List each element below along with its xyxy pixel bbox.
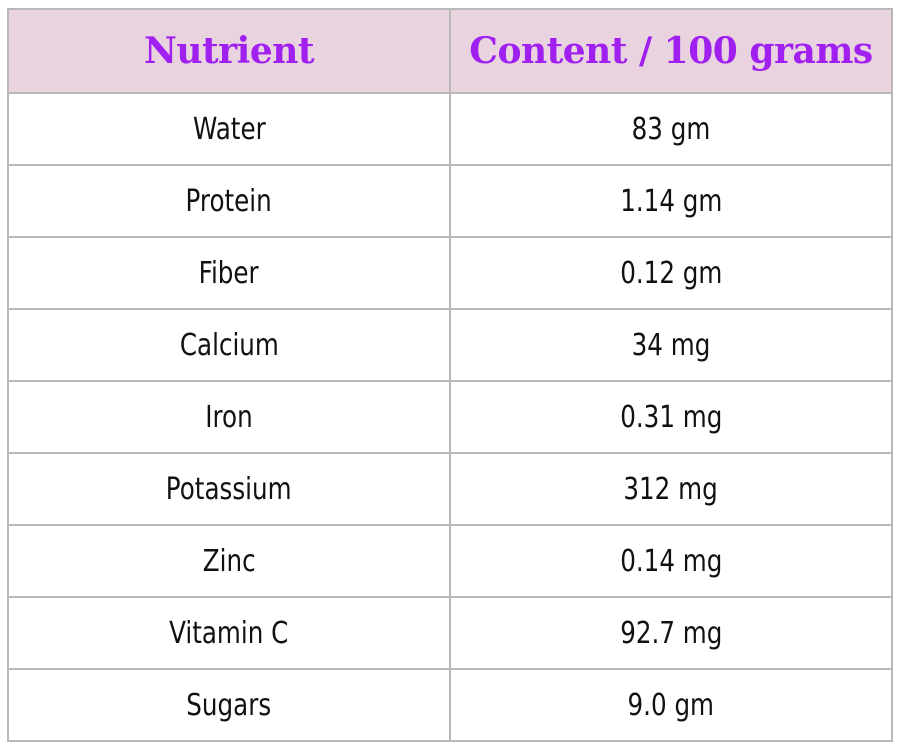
content-value: 1.14 gm bbox=[619, 183, 723, 219]
nutrient-cell: Fiber bbox=[7, 236, 451, 310]
nutrient-name: Zinc bbox=[202, 543, 256, 579]
nutrient-cell: Iron bbox=[7, 380, 451, 454]
nutrient-cell: Water bbox=[7, 92, 451, 166]
content-cell: 312 mg bbox=[449, 452, 893, 526]
nutrient-name: Protein bbox=[185, 183, 273, 219]
content-cell: 34 mg bbox=[449, 308, 893, 382]
nutrient-name: Vitamin C bbox=[169, 615, 289, 651]
nutrient-cell: Protein bbox=[7, 164, 451, 238]
nutrition-table: Nutrient Content / 100 grams Water 83 gm… bbox=[7, 8, 893, 742]
content-value: 34 mg bbox=[631, 327, 711, 363]
table-row: Water 83 gm bbox=[7, 92, 893, 166]
table-row: Protein 1.14 gm bbox=[7, 164, 893, 238]
table-row: Vitamin C 92.7 mg bbox=[7, 596, 893, 670]
nutrient-name: Fiber bbox=[198, 255, 260, 291]
nutrient-name: Iron bbox=[205, 399, 253, 435]
content-cell: 1.14 gm bbox=[449, 164, 893, 238]
content-value: 0.31 mg bbox=[619, 399, 723, 435]
content-value: 92.7 mg bbox=[619, 615, 723, 651]
content-cell: 0.31 mg bbox=[449, 380, 893, 454]
content-value: 9.0 gm bbox=[627, 687, 715, 723]
content-cell: 83 gm bbox=[449, 92, 893, 166]
table-row: Calcium 34 mg bbox=[7, 308, 893, 382]
table-body: Water 83 gm Protein 1.14 gm Fiber 0.12 g… bbox=[7, 92, 893, 742]
table-row: Sugars 9.0 gm bbox=[7, 668, 893, 742]
table-row: Potassium 312 mg bbox=[7, 452, 893, 526]
table-row: Fiber 0.12 gm bbox=[7, 236, 893, 310]
nutrient-name: Water bbox=[192, 111, 266, 147]
nutrient-cell: Vitamin C bbox=[7, 596, 451, 670]
nutrition-table-container: Nutrient Content / 100 grams Water 83 gm… bbox=[7, 8, 893, 742]
table-header: Nutrient Content / 100 grams bbox=[7, 8, 893, 94]
table-row: Iron 0.31 mg bbox=[7, 380, 893, 454]
header-row: Nutrient Content / 100 grams bbox=[7, 8, 893, 94]
content-value: 0.12 gm bbox=[619, 255, 723, 291]
header-nutrient: Nutrient bbox=[7, 8, 451, 94]
nutrient-name: Potassium bbox=[166, 471, 292, 507]
content-value: 0.14 mg bbox=[619, 543, 723, 579]
nutrient-cell: Calcium bbox=[7, 308, 451, 382]
content-value: 312 mg bbox=[623, 471, 719, 507]
nutrient-cell: Zinc bbox=[7, 524, 451, 598]
table-row: Zinc 0.14 mg bbox=[7, 524, 893, 598]
content-cell: 9.0 gm bbox=[449, 668, 893, 742]
nutrient-name: Calcium bbox=[179, 327, 279, 363]
nutrient-cell: Potassium bbox=[7, 452, 451, 526]
content-value: 83 gm bbox=[631, 111, 711, 147]
content-cell: 0.14 mg bbox=[449, 524, 893, 598]
nutrient-name: Sugars bbox=[186, 687, 272, 723]
content-cell: 0.12 gm bbox=[449, 236, 893, 310]
nutrient-cell: Sugars bbox=[7, 668, 451, 742]
content-cell: 92.7 mg bbox=[449, 596, 893, 670]
header-content: Content / 100 grams bbox=[449, 8, 893, 94]
